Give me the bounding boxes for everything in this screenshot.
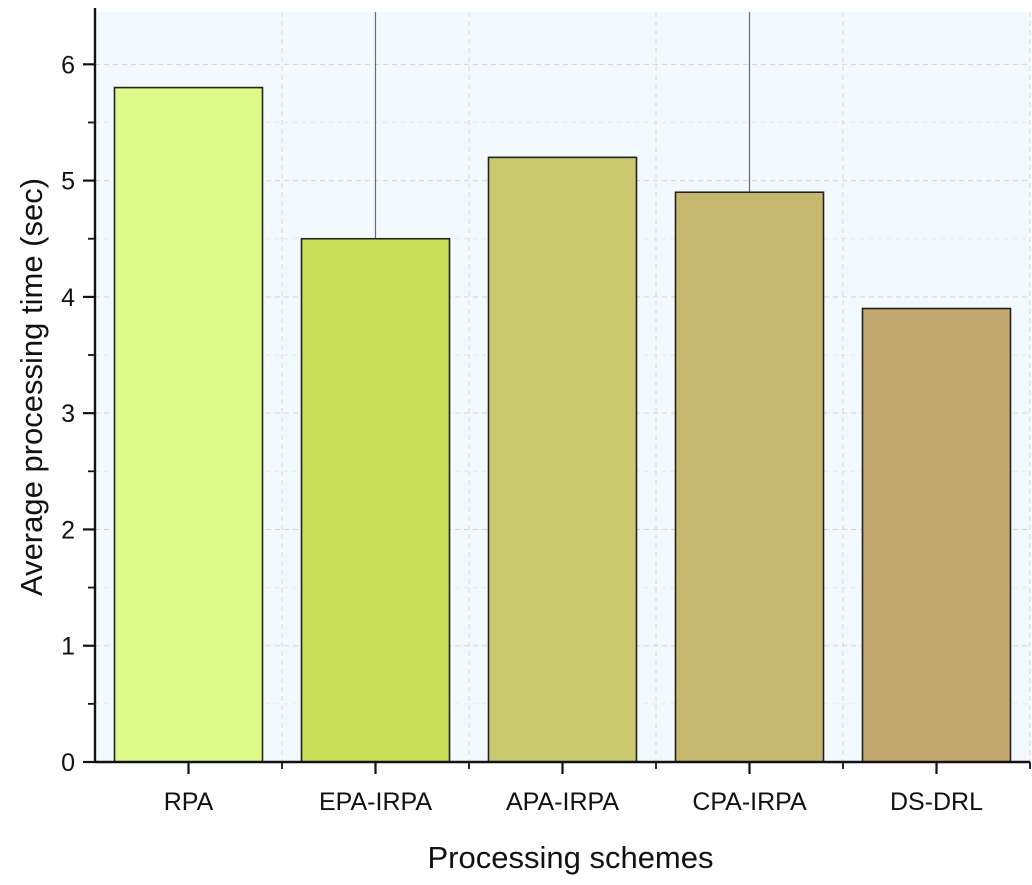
y-tick-label: 3: [61, 400, 75, 428]
tick-labels: 0 1 2 3 4 5 6 RPA EPA-IRPA APA-IRPA CPA-IRPA DS-DRL: [61, 51, 983, 816]
x-tick-label: CPA-IRPA: [692, 788, 807, 816]
y-tick-label: 4: [61, 284, 75, 312]
x-tick-label: APA-IRPA: [506, 788, 619, 816]
bar-epa-irpa: [300, 237, 451, 763]
bar-cpa-irpa: [674, 191, 825, 763]
y-tick-label: 1: [61, 633, 75, 661]
bar-apa-irpa: [487, 156, 638, 763]
y-tick-label: 6: [61, 51, 75, 79]
x-tick-label: RPA: [164, 788, 214, 816]
error-bars: [374, 12, 751, 239]
axes: [83, 8, 1031, 774]
y-tick-label: 0: [61, 749, 75, 777]
y-tick-label: 5: [61, 168, 75, 196]
x-axis-title: Processing schemes: [427, 840, 713, 875]
bar-ds-drl: [861, 307, 1012, 763]
y-tick-label: 2: [61, 516, 75, 544]
x-tick-label: EPA-IRPA: [319, 788, 432, 816]
y-axis-title: Average processing time (sec): [14, 178, 49, 596]
bars: [113, 86, 1012, 763]
x-tick-label: DS-DRL: [890, 788, 983, 816]
bar-rpa: [113, 86, 264, 763]
